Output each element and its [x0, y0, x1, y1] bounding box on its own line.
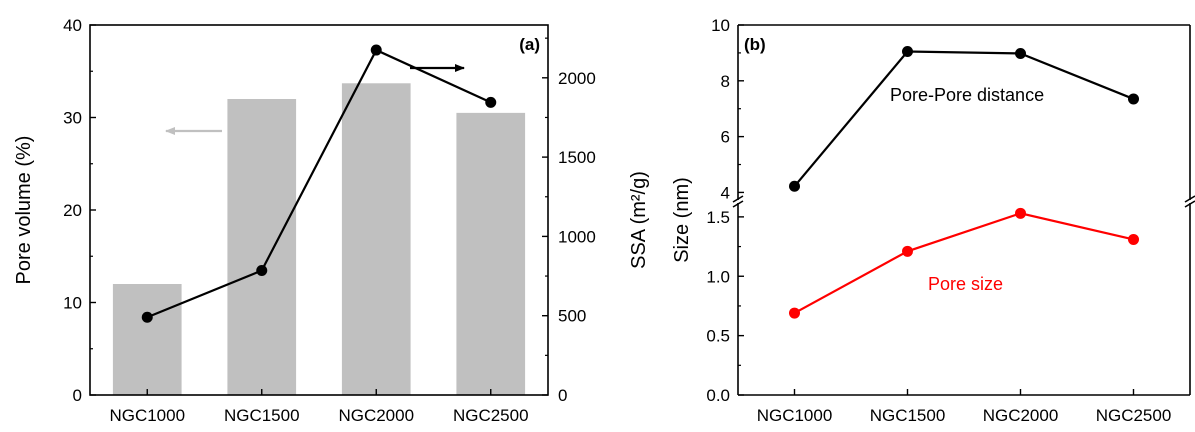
series-0-point-3 [1128, 93, 1139, 105]
right-tick-label: 1500 [558, 148, 596, 167]
upper-tick-label: 6 [721, 128, 730, 147]
right-tick-label: 1000 [558, 227, 596, 246]
panel-label-b: (b) [744, 35, 766, 54]
lower-tick-label: 1.5 [706, 208, 730, 227]
ssa-line [146, 48, 492, 319]
x-tick-label: NGC2500 [1096, 406, 1172, 425]
lower-tick-label: 0.0 [706, 386, 730, 405]
panel-a-chart: 0 10 20 30 40 0 500 1000 1500 2000 NGC1000 NGC1500 N… [13, 16, 650, 425]
panel-label-a: (a) [519, 35, 540, 54]
right-tick-label: 2000 [558, 69, 596, 88]
x-tick-label: NGC1000 [109, 406, 185, 425]
left-tick-label: 10 [63, 294, 82, 313]
ssa-point-3 [485, 96, 497, 108]
upper-tick-label: 10 [711, 16, 730, 35]
x-tick-label: NGC1500 [224, 406, 300, 425]
left-tick-label: 0 [73, 386, 82, 405]
series-1-point-1 [902, 245, 913, 257]
series-0-point-2 [1015, 47, 1026, 59]
series-label-pore-pore-distance: Pore-Pore distance [890, 85, 1044, 105]
series-line-0 [793, 50, 1134, 187]
y-axis-title: Size (nm) [671, 177, 693, 263]
y-axis-left-title: Pore volume (%) [13, 136, 35, 285]
x-tick-label: NGC2000 [338, 406, 414, 425]
series-1-point-0 [789, 307, 800, 319]
bar-pore-volume-0 [112, 284, 182, 395]
ssa-point-1 [256, 265, 268, 277]
bar-pore-volume-1 [227, 99, 297, 395]
x-tick-label: NGC1500 [870, 406, 946, 425]
ssa-point-2 [370, 44, 382, 56]
series-line-1 [793, 212, 1134, 315]
lower-tick-label: 1.0 [706, 267, 730, 286]
bar-pore-volume-2 [341, 83, 411, 396]
axis-break-mark [1184, 200, 1195, 208]
x-tick-label: NGC1000 [757, 406, 833, 425]
axis-break-mark [1184, 195, 1195, 203]
right-tick-label: 500 [558, 307, 586, 326]
right-tick-label: 0 [558, 386, 567, 405]
series-label-pore-size: Pore size [928, 274, 1003, 294]
series-1-point-3 [1128, 233, 1139, 245]
upper-tick-label: 8 [721, 72, 730, 91]
series-1-point-2 [1015, 207, 1026, 219]
x-tick-label: NGC2000 [983, 406, 1059, 425]
left-tick-label: 20 [63, 201, 82, 220]
x-tick-label: NGC2500 [453, 406, 529, 425]
left-tick-label: 40 [63, 16, 82, 35]
lower-tick-label: 0.5 [706, 327, 730, 346]
axis-break-mark [732, 200, 744, 208]
series-0-point-0 [789, 180, 800, 192]
upper-tick-label: 4 [721, 183, 730, 202]
ssa-point-0 [141, 311, 153, 323]
panel-b-chart: 4 6 8 10 0.0 0.5 1.0 1.5 NGC1000 NGC1500 NGC2000 NG… [671, 16, 1195, 425]
left-tick-label: 30 [63, 109, 82, 128]
y-axis-right-title: SSA (m²/g) [628, 171, 650, 269]
bar-pore-volume-3 [456, 112, 526, 395]
series-0-point-1 [902, 46, 913, 58]
axis-break-mark [732, 195, 744, 203]
